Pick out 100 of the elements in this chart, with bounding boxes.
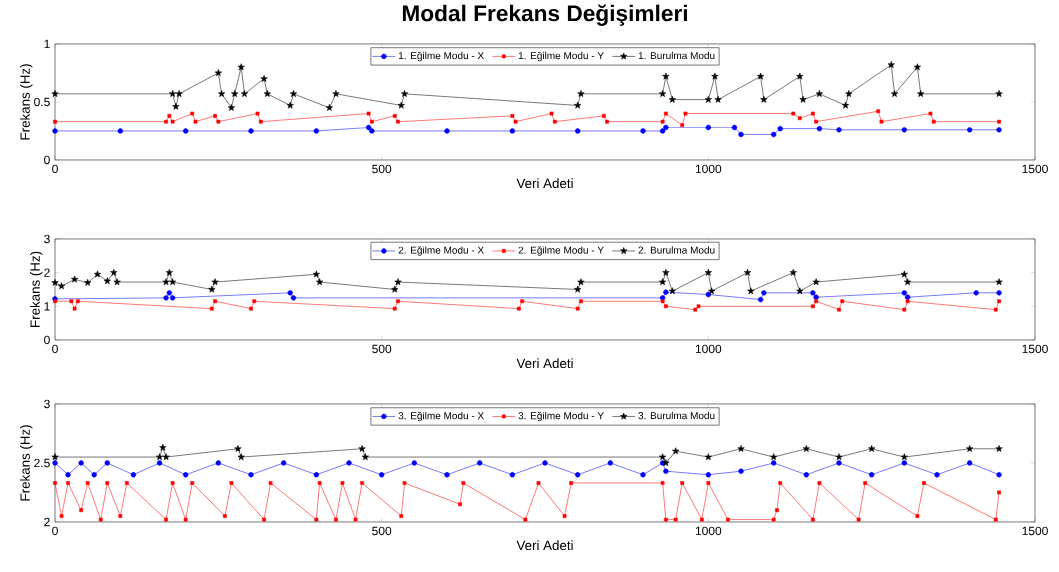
point: [663, 468, 669, 474]
x-tick-label: 500: [372, 164, 392, 174]
point: [659, 128, 666, 134]
point: [400, 90, 409, 97]
point: [574, 285, 582, 293]
point: [704, 453, 712, 461]
point: [995, 278, 1003, 286]
point: [696, 304, 701, 309]
point: [399, 514, 404, 518]
point: [215, 460, 222, 466]
point: [995, 90, 1003, 97]
point: [901, 460, 908, 466]
point: [520, 299, 525, 304]
x-tick-label: 1500: [1022, 164, 1048, 174]
point: [673, 517, 678, 522]
point: [360, 481, 364, 485]
point: [662, 459, 670, 467]
point: [361, 453, 369, 461]
point: [660, 299, 665, 304]
point: [394, 278, 402, 286]
y-tick-label: 3: [44, 234, 50, 244]
point: [165, 268, 173, 276]
point: [845, 90, 853, 97]
point: [523, 517, 528, 522]
point: [887, 61, 895, 68]
point: [840, 299, 845, 304]
point: [841, 101, 850, 109]
point: [396, 119, 400, 124]
point: [258, 119, 263, 124]
point: [53, 481, 57, 485]
point: [913, 63, 921, 71]
point: [51, 453, 59, 461]
point: [605, 119, 609, 124]
point: [967, 460, 973, 466]
point: [183, 128, 189, 134]
point: [699, 517, 704, 522]
point: [726, 517, 730, 522]
point: [52, 460, 58, 466]
point: [317, 481, 322, 485]
point: [575, 472, 581, 478]
point: [997, 119, 1001, 124]
x-tick-label: 1500: [1022, 344, 1048, 354]
point: [170, 119, 175, 124]
legend-label: 2. Eğilme Modu - Y: [518, 246, 604, 256]
point: [993, 307, 998, 312]
point: [458, 502, 462, 507]
point: [379, 472, 385, 478]
point: [901, 127, 908, 133]
point: [218, 90, 226, 97]
point: [71, 275, 79, 283]
point: [66, 481, 70, 485]
point: [208, 285, 216, 293]
x-tick-label: 500: [372, 344, 392, 354]
point: [668, 287, 676, 295]
point: [169, 295, 176, 301]
point: [103, 277, 111, 285]
point: [771, 460, 777, 466]
point: [117, 128, 124, 134]
point: [163, 295, 169, 301]
point: [836, 127, 842, 133]
point: [928, 111, 933, 116]
point: [281, 460, 287, 466]
point: [105, 481, 110, 485]
point: [370, 119, 374, 124]
point: [997, 299, 1001, 304]
point: [771, 131, 777, 138]
point: [369, 128, 375, 134]
point: [791, 111, 796, 116]
point: [995, 445, 1003, 452]
point: [796, 72, 804, 80]
point: [761, 290, 767, 296]
point: [164, 119, 168, 124]
point: [118, 514, 123, 518]
point: [731, 124, 738, 131]
point: [934, 472, 940, 478]
point: [966, 445, 974, 452]
point: [738, 468, 744, 474]
point: [53, 119, 57, 124]
point: [358, 445, 366, 452]
point: [747, 287, 755, 295]
legend-label: 1. Eğilme Modu - Y: [518, 51, 604, 62]
point: [213, 299, 217, 304]
point: [680, 123, 685, 128]
point: [996, 127, 1002, 133]
point: [967, 127, 973, 133]
point: [57, 282, 66, 290]
point: [876, 109, 881, 114]
y-tick-label: 0: [44, 155, 50, 165]
y-tick-label: 0: [44, 335, 50, 345]
point: [902, 307, 907, 312]
point: [771, 517, 776, 522]
point: [190, 111, 195, 116]
point: [789, 268, 797, 276]
point: [743, 268, 752, 276]
point: [262, 517, 266, 522]
legend-label: 3. Eğilme Modu - Y: [518, 411, 604, 422]
point: [396, 299, 400, 304]
x-tick-label: 1000: [695, 344, 722, 354]
point: [922, 481, 926, 485]
y-tick-label: 1: [44, 302, 50, 311]
